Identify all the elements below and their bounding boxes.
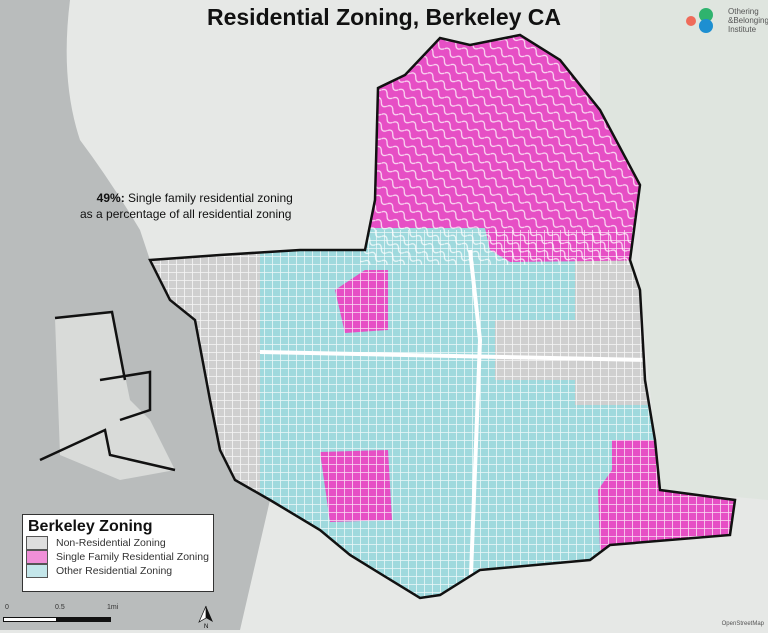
major-road bbox=[259, 249, 651, 598]
legend-swatch bbox=[26, 550, 48, 564]
legend-swatch bbox=[26, 564, 48, 578]
bay-water bbox=[0, 0, 270, 630]
legend-item-non-residential: Non-Residential Zoning bbox=[26, 536, 213, 550]
berkeley-boundary bbox=[148, 33, 737, 600]
logo-circles-icon bbox=[686, 8, 713, 33]
north-arrow: N bbox=[196, 604, 216, 633]
legend-swatch bbox=[26, 536, 48, 550]
othering-belonging-logo: Othering &Belonging Institute bbox=[684, 6, 768, 34]
svg-text:N: N bbox=[204, 624, 208, 628]
hills bbox=[600, 0, 768, 500]
legend-title: Berkeley Zoning bbox=[28, 518, 153, 535]
page-title: Residential Zoning, Berkeley CA bbox=[206, 4, 562, 30]
single-family-stat: 49%: Single family residential zoning as… bbox=[80, 191, 293, 221]
legend-item-single-family: Single Family Residential Zoning bbox=[26, 550, 213, 564]
marina-outline bbox=[39, 310, 176, 472]
north-arrow-icon: N bbox=[198, 605, 213, 630]
legend-item-other-residential: Other Residential Zoning bbox=[26, 564, 213, 578]
legend: Berkeley Zoning Non-Residential Zoning S… bbox=[22, 514, 214, 592]
map-credit: OpenStreetMap bbox=[721, 621, 764, 627]
